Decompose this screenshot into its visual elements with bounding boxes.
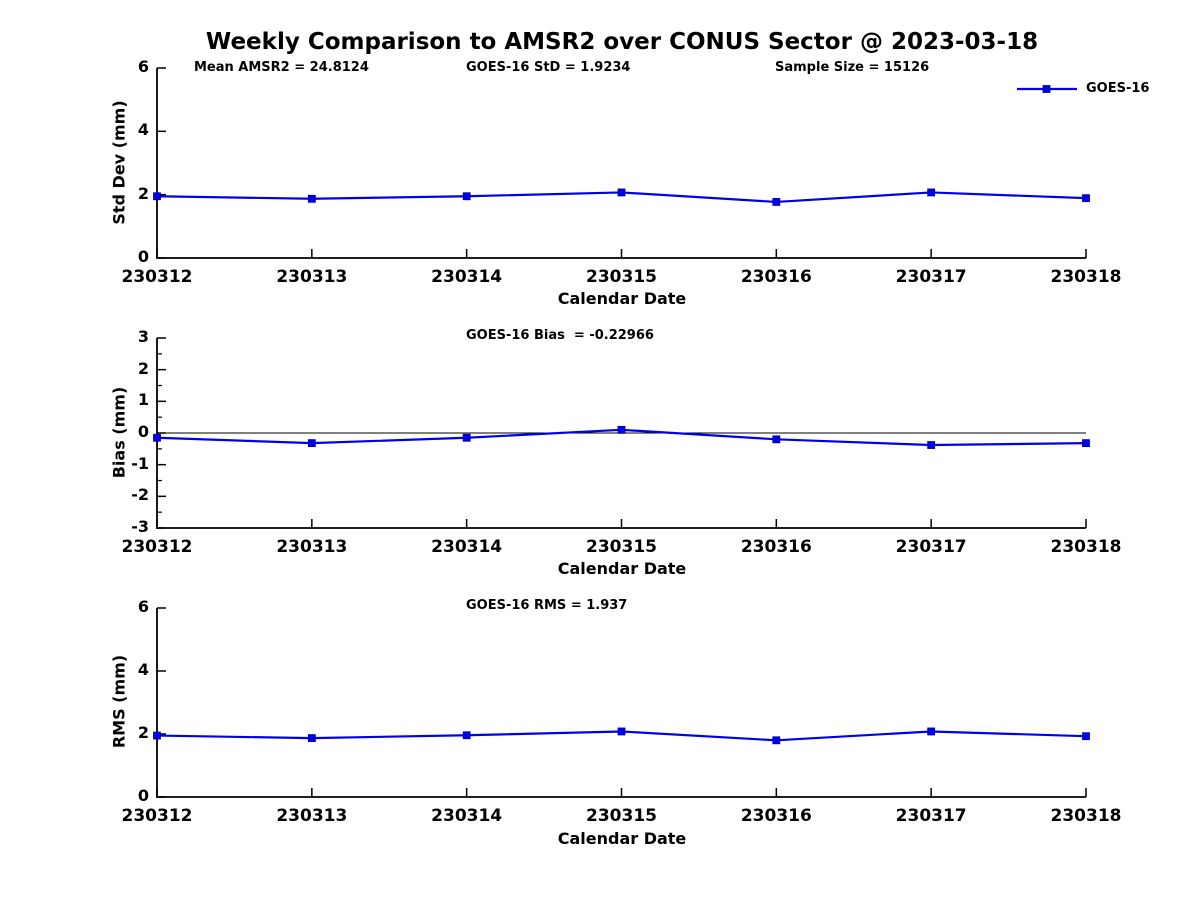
- x-tick-label: 230314: [431, 267, 503, 287]
- y-tick-label: -1: [131, 453, 149, 473]
- x-tick-label: 230313: [276, 806, 348, 826]
- x-tick-label: 230318: [1050, 267, 1122, 287]
- x-tick-label: 230318: [1050, 806, 1122, 826]
- x-tick-label: 230312: [121, 537, 193, 557]
- annotation-goes16-rms: GOES-16 RMS = 1.937: [466, 598, 628, 613]
- y-tick-label: 2: [137, 183, 149, 203]
- y-tick-label: 0: [137, 422, 149, 441]
- y-tick-label: 4: [137, 120, 149, 140]
- y-tick-label: 3: [137, 327, 149, 346]
- y-tick-label: 0: [137, 786, 149, 805]
- x-tick-label: 230316: [740, 806, 812, 826]
- x-tick-label: 230316: [740, 267, 812, 287]
- x-tick-label: 230317: [895, 537, 967, 557]
- y-tick-label: -2: [131, 485, 149, 505]
- legend-line-icon: [1017, 84, 1077, 93]
- data-point-marker: [1082, 439, 1090, 448]
- data-point-marker: [617, 188, 626, 197]
- annotation-mean-amsr2: Mean AMSR2 = 24.8124: [194, 60, 369, 75]
- data-point-marker: [462, 192, 471, 201]
- y-axis-label-stddev: Std Dev (mm): [109, 100, 129, 225]
- x-tick-label: 230314: [431, 806, 503, 826]
- annotation-goes16-std: GOES-16 StD = 1.9234: [466, 60, 631, 75]
- x-tick-label: 230315: [586, 537, 657, 557]
- x-tick-label: 230318: [1050, 537, 1122, 557]
- y-tick-label: -3: [131, 517, 149, 536]
- legend-label: GOES-16: [1086, 81, 1150, 96]
- y-axis-label-rms: RMS (mm): [109, 654, 129, 749]
- data-point-marker: [772, 736, 781, 745]
- figure-title: Weekly Comparison to AMSR2 over CONUS Se…: [205, 29, 1039, 55]
- data-point-marker: [307, 734, 316, 742]
- data-point-marker: [927, 727, 936, 736]
- y-tick-label: 2: [137, 723, 149, 742]
- x-tick-label: 230312: [121, 806, 193, 826]
- x-axis-label-middle: Calendar Date: [557, 559, 687, 578]
- data-point-marker: [927, 188, 936, 197]
- annotation-goes16-bias: GOES-16 Bias = -0.22966: [466, 328, 654, 343]
- annotation-sample-size: Sample Size = 15126: [775, 60, 930, 75]
- data-point-marker: [1082, 194, 1090, 203]
- data-point-marker: [927, 441, 936, 449]
- y-tick-label: 1: [137, 390, 149, 410]
- y-tick-label: 4: [137, 660, 149, 679]
- x-tick-label: 230314: [431, 537, 503, 557]
- data-point-marker: [772, 435, 781, 444]
- data-point-marker: [307, 194, 316, 203]
- x-tick-label: 230315: [586, 806, 657, 826]
- data-point-marker: [617, 727, 626, 736]
- data-point-marker: [462, 731, 471, 740]
- x-tick-label: 230313: [276, 537, 348, 557]
- data-point-marker: [307, 439, 316, 448]
- data-point-marker: [153, 433, 161, 442]
- data-point-marker: [153, 731, 161, 740]
- data-point-marker: [153, 192, 161, 201]
- data-point-marker: [462, 433, 471, 442]
- x-tick-label: 230313: [276, 267, 348, 287]
- x-axis-label-bottom: Calendar Date: [557, 829, 687, 848]
- x-tick-label: 230317: [895, 806, 967, 826]
- data-point-marker: [1082, 732, 1090, 741]
- y-tick-label: 2: [137, 358, 149, 378]
- x-tick-label: 230317: [895, 267, 967, 287]
- data-point-marker: [772, 198, 781, 206]
- legend: GOES-16: [1016, 81, 1149, 96]
- y-tick-label: 6: [137, 597, 149, 616]
- x-tick-label: 230312: [121, 267, 193, 287]
- data-point-marker: [617, 425, 626, 434]
- y-tick-label: 0: [137, 247, 149, 266]
- x-tick-label: 230316: [740, 537, 812, 557]
- x-tick-label: 230315: [586, 267, 657, 287]
- y-tick-label: 6: [137, 57, 149, 76]
- x-axis-label-top: Calendar Date: [557, 289, 687, 308]
